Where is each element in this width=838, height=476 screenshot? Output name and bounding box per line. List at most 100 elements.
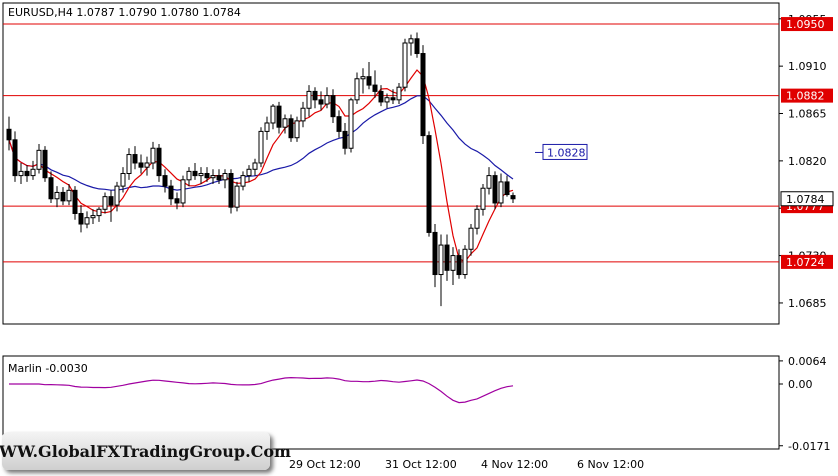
candle-body <box>132 154 138 164</box>
candle-body <box>6 128 12 141</box>
indicator-tick-label: 0.00 <box>788 378 813 391</box>
candle-body <box>156 147 162 177</box>
chart-header: EURUSD,H4 1.0787 1.0790 1.0780 1.0784 <box>8 6 241 19</box>
level-tag <box>781 254 833 269</box>
level-tag <box>781 88 833 103</box>
candle-body <box>204 172 210 179</box>
ma-callout-label: 1.0828 <box>547 146 586 159</box>
candle-body <box>360 76 366 80</box>
candle-body <box>450 255 456 271</box>
candle-body <box>150 147 156 164</box>
candle-body <box>438 244 444 276</box>
candle-body <box>426 135 432 233</box>
candle-body <box>48 177 54 200</box>
candle-body <box>432 231 438 276</box>
candle-body <box>372 84 378 92</box>
candle-body <box>444 244 450 271</box>
candle-body <box>264 122 270 132</box>
candle-body <box>24 170 30 177</box>
candle-body <box>96 208 102 217</box>
price-tick-label: 1.0865 <box>788 108 827 121</box>
candle-body <box>288 118 294 139</box>
candle-body <box>342 130 348 149</box>
candle-body <box>18 170 24 177</box>
watermark-logo: WWW.GlobalFXTradingGroup.Com <box>0 432 291 470</box>
candle-body <box>162 175 168 187</box>
candle-body <box>180 179 186 204</box>
candle-body <box>456 255 462 276</box>
candle-body <box>486 175 492 189</box>
candle-body <box>114 185 120 206</box>
time-axis-label: 6 Nov 12:00 <box>577 458 644 471</box>
candle-body <box>294 120 300 139</box>
candle-body <box>234 185 240 208</box>
candle-body <box>144 162 150 168</box>
candle-body <box>198 172 204 177</box>
candle-body <box>408 38 414 44</box>
candle-body <box>384 97 390 103</box>
candle-body <box>354 78 360 101</box>
candle-body <box>186 170 192 181</box>
candle-body <box>504 181 510 196</box>
candle-body <box>60 191 66 202</box>
candle-body <box>126 154 132 174</box>
candle-body <box>42 149 48 179</box>
ma-callout-box <box>542 143 588 160</box>
candle-body <box>216 175 222 181</box>
candle-body <box>138 162 144 168</box>
current-price-tag <box>780 191 834 207</box>
candle-body <box>414 38 420 55</box>
candle-body <box>378 90 384 103</box>
time-axis-label: 29 Oct 12:00 <box>289 458 361 471</box>
candle-body <box>102 196 108 210</box>
indicator-title: Marlin -0.0030 <box>8 362 88 375</box>
candle-body <box>78 212 84 225</box>
time-axis-label: 4 Nov 12:00 <box>481 458 548 471</box>
candle-body <box>312 90 318 101</box>
oscillator-line <box>9 376 514 404</box>
candle-body <box>474 208 480 229</box>
candle-body <box>168 185 174 200</box>
candle-body <box>210 175 216 179</box>
candle-body <box>366 76 372 86</box>
candle-body <box>420 53 426 137</box>
candle-body <box>318 99 324 105</box>
candle-body <box>270 105 276 124</box>
candle-body <box>306 90 312 109</box>
indicator-tick-label: 0.0064 <box>788 355 827 368</box>
candle-body <box>240 175 246 187</box>
candle-body <box>258 130 264 164</box>
candle-body <box>174 198 180 204</box>
candle-body <box>246 168 252 177</box>
candle-body <box>90 215 96 219</box>
candle-body <box>390 97 396 101</box>
candle-body <box>282 118 288 128</box>
candle-body <box>480 187 486 210</box>
candle-body <box>222 172 228 181</box>
current-price-label: 1.0784 <box>786 193 825 206</box>
price-tick-label: 1.0910 <box>788 60 827 73</box>
candle-body <box>120 172 126 187</box>
level-tag-label: 1.0950 <box>786 18 825 31</box>
candle-body <box>348 99 354 149</box>
candle-body <box>492 175 498 204</box>
level-tag-label: 1.0882 <box>786 90 825 103</box>
candle-body <box>66 189 72 202</box>
candle-body <box>498 181 504 204</box>
level-tag-label: 1.0724 <box>786 256 825 269</box>
candle-body <box>330 95 336 118</box>
candle-body <box>12 139 18 177</box>
candle-body <box>192 170 198 177</box>
candle-body <box>108 196 114 206</box>
candle-body <box>462 248 468 276</box>
candle-body <box>252 162 258 170</box>
candle-body <box>36 149 42 170</box>
candle-body <box>30 168 36 177</box>
candle-body <box>396 86 402 101</box>
price-tick-label: 1.0820 <box>788 155 827 168</box>
indicator-tick-label: -0.0171 <box>788 440 830 453</box>
main-pane-border <box>2 2 780 325</box>
candle-body <box>300 107 306 122</box>
candle-body <box>336 116 342 132</box>
